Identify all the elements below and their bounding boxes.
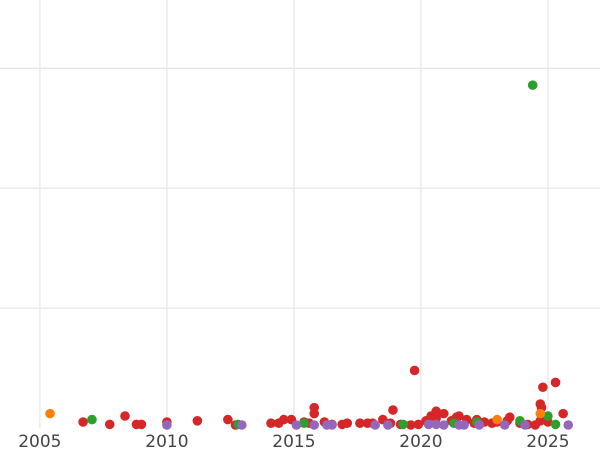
- data-point: [558, 408, 568, 419]
- data-point: [423, 419, 434, 430]
- data-point: [87, 414, 97, 425]
- data-point: [309, 420, 320, 430]
- data-point: [355, 418, 365, 429]
- data-point: [383, 420, 393, 430]
- data-point: [431, 419, 441, 430]
- data-point: [535, 416, 546, 426]
- data-point: [409, 365, 420, 376]
- x-tick-label: 2010: [145, 432, 188, 450]
- data-point: [162, 420, 172, 430]
- x-tick-label: 2025: [526, 432, 569, 450]
- data-point: [120, 411, 130, 421]
- x-tick-label: 2020: [399, 432, 442, 450]
- data-point: [299, 418, 309, 429]
- data-point: [78, 417, 88, 427]
- data-point: [535, 408, 546, 419]
- data-point: [136, 419, 147, 430]
- data-point: [543, 411, 553, 421]
- grid: [0, 0, 600, 428]
- data-point: [342, 418, 353, 429]
- data-point: [438, 408, 449, 419]
- data-point: [398, 419, 408, 430]
- data-point: [278, 414, 289, 425]
- data-point: [505, 412, 515, 423]
- data-point: [327, 420, 337, 430]
- data-point: [431, 406, 441, 417]
- data-point: [438, 420, 449, 430]
- data-point: [520, 420, 530, 430]
- data-point: [459, 420, 469, 430]
- data-point: [266, 418, 276, 429]
- data-point: [550, 419, 561, 430]
- data-point: [550, 377, 561, 388]
- data-point: [104, 419, 115, 430]
- data-point: [413, 419, 424, 430]
- data-point: [492, 414, 502, 425]
- data-point: [538, 382, 548, 393]
- data-point: [291, 420, 302, 430]
- data-points: [45, 80, 574, 430]
- x-axis-ticks: 2005 2010 2015 2020 2025: [18, 432, 569, 450]
- data-point: [499, 420, 510, 430]
- data-point: [388, 405, 398, 415]
- data-point: [563, 420, 574, 430]
- data-point: [527, 80, 538, 90]
- data-point: [192, 416, 203, 426]
- data-point: [309, 402, 320, 413]
- data-point: [223, 414, 233, 425]
- x-tick-label: 2015: [272, 432, 315, 450]
- data-point: [370, 420, 380, 430]
- x-tick-label: 2005: [18, 432, 61, 450]
- data-point: [474, 420, 485, 430]
- data-point: [45, 408, 55, 419]
- data-point: [454, 411, 464, 421]
- data-point: [405, 420, 416, 430]
- data-point: [237, 420, 247, 430]
